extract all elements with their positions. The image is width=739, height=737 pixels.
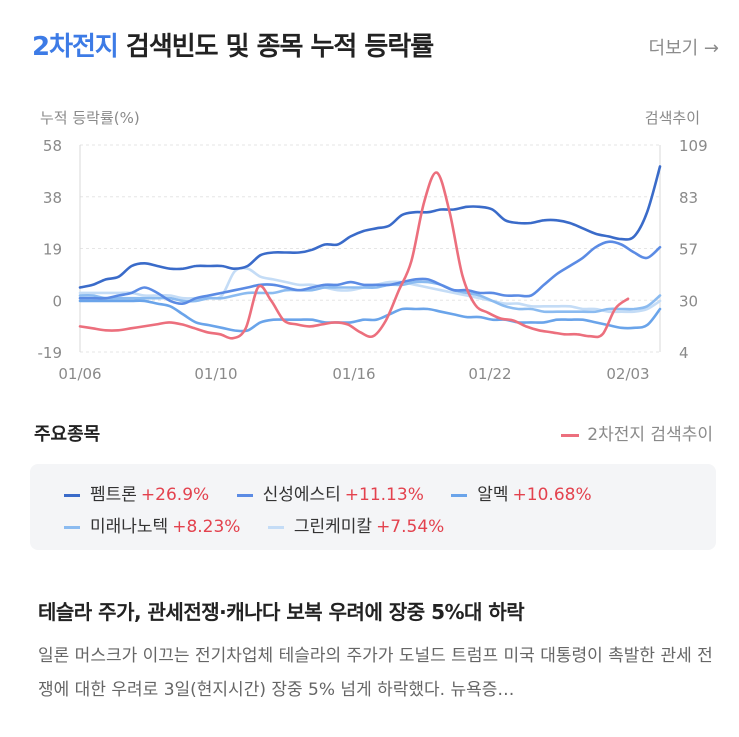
legend-item[interactable]: 알멕 +10.68% <box>451 480 592 505</box>
series-line-2 <box>78 299 662 333</box>
header: 2차전지 검색빈도 및 종목 누적 등락률 더보기 → <box>32 26 719 66</box>
legend-swatch <box>236 493 253 497</box>
section-head: 주요종목 2차전지 검색추이 <box>34 420 713 450</box>
x-tick-label: 01/10 <box>194 365 237 383</box>
news-title[interactable]: 테슬라 주가, 관세전쟁·캐나다 보복 우려에 장중 5%대 하락 <box>38 600 525 624</box>
legend-item[interactable]: 신성에스티 +11.13% <box>236 480 424 505</box>
news-item[interactable]: 테슬라 주가, 관세전쟁·캐나다 보복 우려에 장중 5%대 하락 일론 머스크… <box>38 596 718 707</box>
legend-row-1: 펨트론 +26.9% 신성에스티 +11.13% 알멕 +10.68% <box>64 480 614 506</box>
legend-name: 펨트론 <box>90 485 137 505</box>
left-axis-label: 누적 등락률(%) <box>40 109 140 127</box>
legend-swatch <box>451 493 468 497</box>
left-tick-label: 19 <box>43 241 62 259</box>
news-body: 일론 머스크가 이끄는 전기차업체 테슬라의 주가가 도널드 트럼프 미국 대통… <box>38 646 713 700</box>
left-tick-label: 58 <box>43 137 62 155</box>
left-tick-label: 0 <box>52 292 62 310</box>
legend-swatch <box>64 525 80 529</box>
right-tick-label: 109 <box>679 137 708 155</box>
page-title: 2차전지 검색빈도 및 종목 누적 등락률 <box>32 26 434 63</box>
series-line-0 <box>78 165 662 289</box>
left-tick-label: 38 <box>43 189 62 207</box>
title-keyword: 2차전지 <box>32 32 119 62</box>
stock-legend: 펨트론 +26.9% 신성에스티 +11.13% 알멕 +10.68% 미래나노텍 +8… <box>30 464 716 550</box>
legend-swatch <box>267 525 284 529</box>
x-tick-label: 01/16 <box>332 365 375 383</box>
right-tick-label: 83 <box>679 189 698 207</box>
legend-item[interactable]: 펨트론 +26.9% <box>64 480 209 505</box>
right-axis-label: 검색추이 <box>645 109 700 127</box>
legend-change: +7.54% <box>376 517 445 537</box>
section-title: 주요종목 <box>34 424 101 445</box>
right-tick-label: 30 <box>679 292 698 310</box>
legend-swatch <box>64 493 80 497</box>
right-tick-label: 4 <box>679 344 689 362</box>
legend-change: +8.23% <box>172 517 241 537</box>
legend-item[interactable]: 미래나노텍 +8.23% <box>64 512 240 537</box>
title-text: 검색빈도 및 종목 누적 등락률 <box>125 32 434 62</box>
series-line-5 <box>78 171 630 340</box>
legend-item[interactable]: 그린케미칼 +7.54% <box>267 512 445 537</box>
keyword-legend-swatch <box>561 433 580 437</box>
keyword-legend: 2차전지 검색추이 <box>561 420 713 445</box>
legend-change: +10.68% <box>512 485 592 505</box>
legend-name: 미래나노텍 <box>90 517 169 537</box>
series-line-3 <box>78 280 662 314</box>
legend-name: 알멕 <box>477 485 509 505</box>
keyword-legend-label: 2차전지 검색추이 <box>587 425 713 445</box>
series-line-1 <box>78 240 662 306</box>
more-link[interactable]: 더보기 → <box>648 38 719 59</box>
legend-change: +11.13% <box>344 485 424 505</box>
line-chart: 누적 등락률(%) 검색추이 58 109 38 83 19 57 0 30 -19 4 01/06… <box>38 109 708 383</box>
x-tick-label: 01/06 <box>58 365 101 383</box>
legend-change: +26.9% <box>140 485 210 505</box>
x-tick-label: 02/03 <box>606 365 649 383</box>
x-tick-label: 01/22 <box>468 365 511 383</box>
legend-name: 신성에스티 <box>262 485 341 505</box>
left-tick-label: -19 <box>38 344 63 362</box>
chart: 누적 등락률(%) 검색추이 58 109 38 83 19 57 0 30 -19 4 01/06… <box>0 95 739 395</box>
legend-row-2: 미래나노텍 +8.23% 그린케미칼 +7.54% <box>64 512 466 538</box>
legend-name: 그린케미칼 <box>293 517 373 537</box>
right-tick-label: 57 <box>679 241 698 259</box>
